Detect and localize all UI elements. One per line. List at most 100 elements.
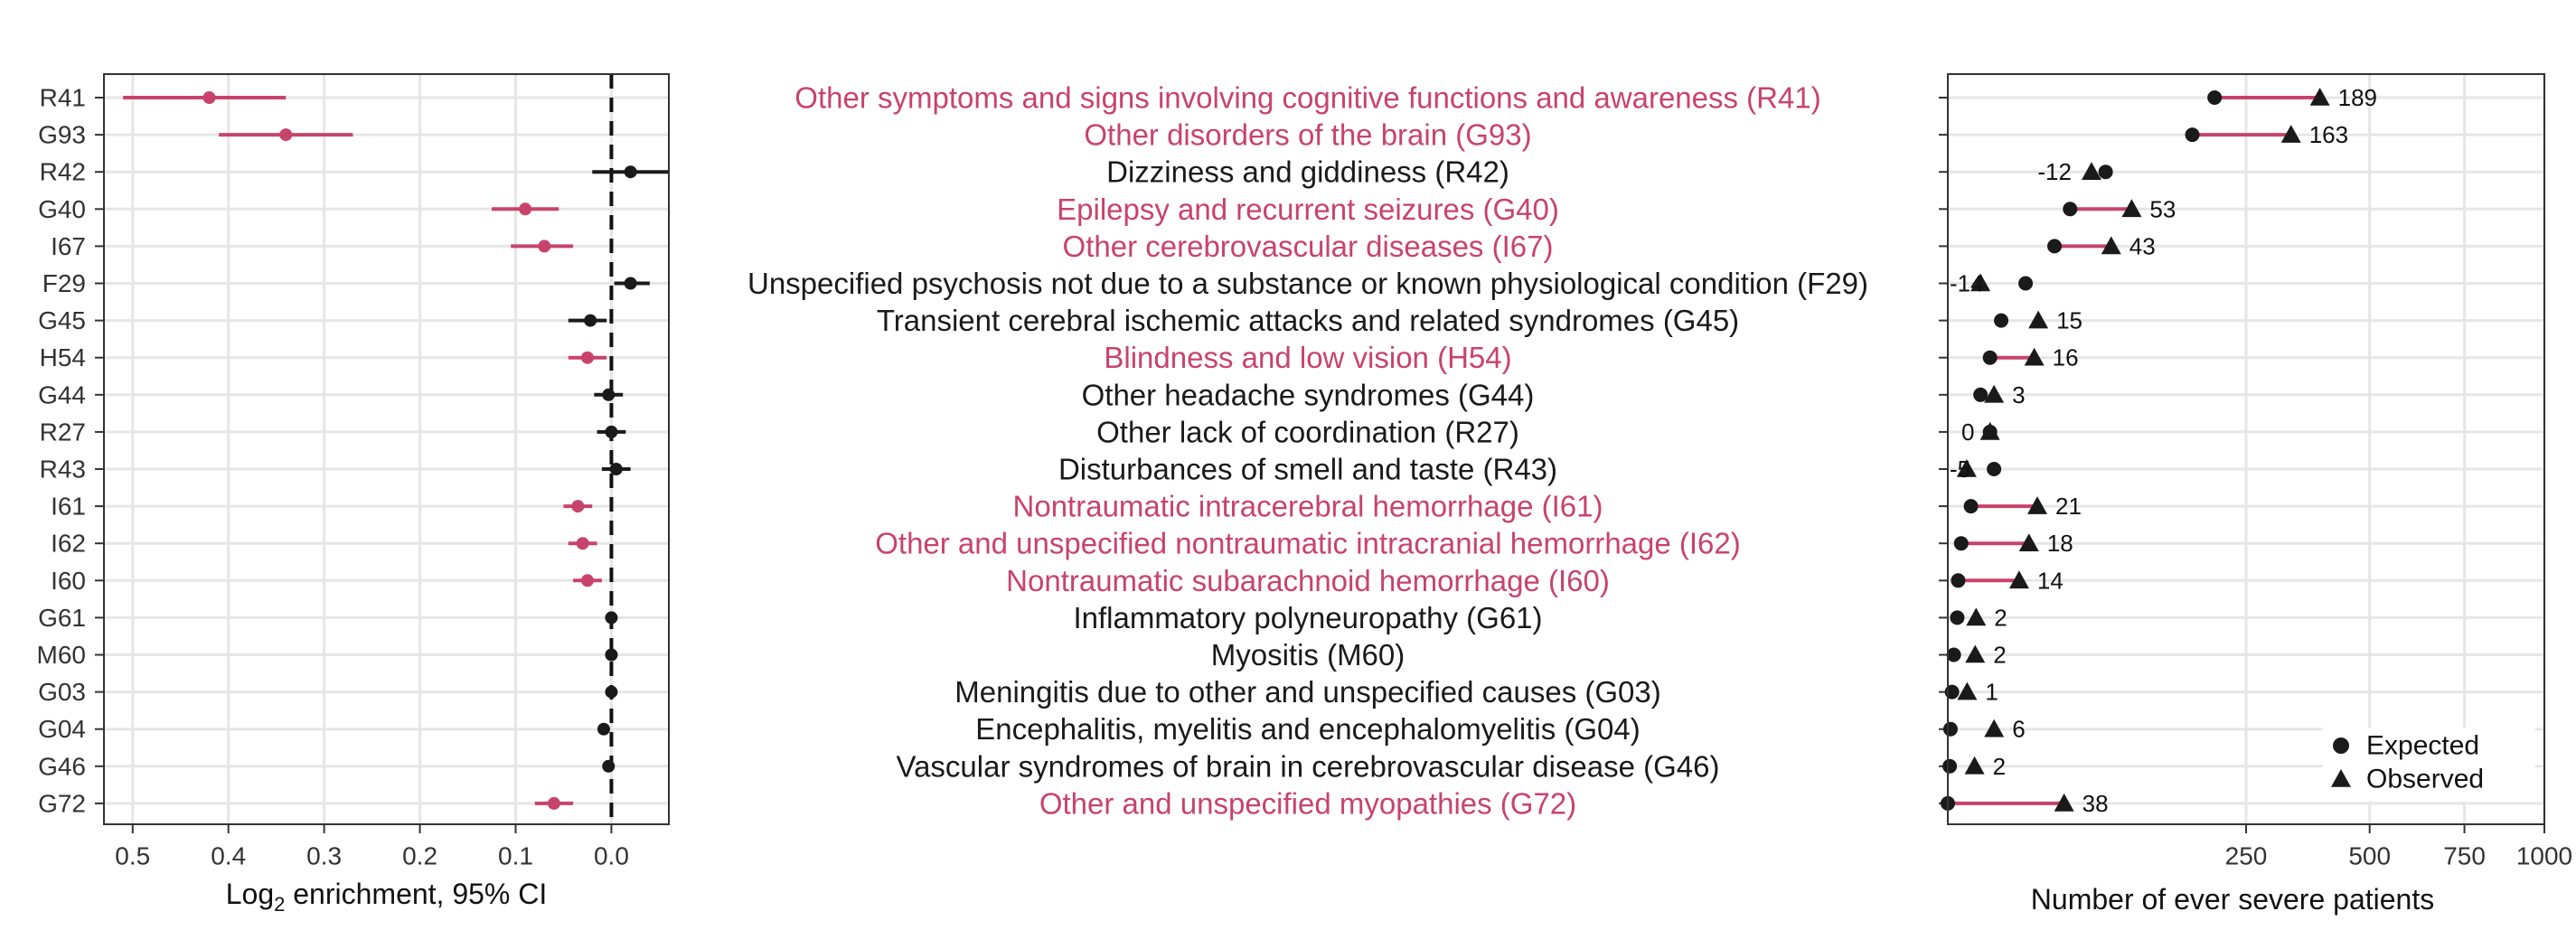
observed-point — [2280, 125, 2301, 143]
diagnosis-label: Encephalitis, myelitis and encephalomyel… — [975, 712, 1641, 746]
diagnosis-label: Transient cerebral ischemic attacks and … — [877, 304, 1739, 337]
expected-point — [1951, 573, 1966, 588]
estimate-point-i60 — [580, 574, 594, 587]
difference-label: 38 — [2082, 790, 2109, 817]
legend-expected-symbol — [2333, 738, 2349, 754]
estimate-point-g45 — [584, 314, 597, 327]
dumbbell-plot-panel: 189163-125343-14151630-52118142216238250… — [1939, 73, 2572, 916]
expected-point — [2063, 202, 2078, 217]
expected-point — [1994, 313, 2009, 328]
observed-point — [2309, 88, 2330, 106]
estimate-point-i61 — [571, 500, 585, 513]
observed-point — [1966, 607, 1987, 626]
expected-point — [1987, 462, 2002, 476]
legend: Expected Observed — [2323, 728, 2535, 802]
estimate-point-i62 — [576, 537, 589, 550]
observed-point — [1984, 384, 2005, 403]
row-code-r43: R43 — [40, 456, 86, 484]
legend-expected-label: Expected — [2366, 731, 2479, 761]
observed-point — [1956, 459, 1977, 477]
expected-point — [2018, 276, 2034, 291]
difference-label: 6 — [2012, 716, 2025, 743]
diagnosis-label: Nontraumatic intracerebral hemorrhage (I… — [1013, 490, 1603, 523]
row-code-g04: G04 — [38, 715, 86, 743]
diagnosis-label: Other lack of coordination (R27) — [1096, 415, 1519, 448]
observed-point — [1965, 644, 1986, 663]
estimate-point-g93 — [279, 128, 293, 142]
difference-label: 43 — [2129, 232, 2156, 259]
diagnosis-label: Dizziness and giddiness (R42) — [1106, 155, 1509, 189]
expected-point — [2185, 127, 2200, 143]
observed-point — [2054, 793, 2074, 812]
expected-point — [1942, 721, 1958, 737]
forest-x-tick-label: 0.1 — [498, 842, 533, 870]
expected-point — [1946, 647, 1961, 662]
x-label-rest: enrichment, 95% CI — [285, 878, 547, 910]
observed-point — [2101, 236, 2121, 255]
diagnosis-label: Epilepsy and recurrent seizures (G40) — [1057, 193, 1559, 226]
diagnosis-label: Meningitis due to other and unspecified … — [954, 675, 1660, 709]
forest-x-tick-label: 0.0 — [594, 842, 629, 870]
diagnosis-label: Nontraumatic subarachnoid hemorrhage (I6… — [1006, 564, 1610, 597]
diagnosis-label: Other and unspecified nontraumatic intra… — [875, 527, 1741, 560]
expected-point — [2098, 164, 2113, 180]
observed-point — [2027, 496, 2047, 514]
row-code-i67: I67 — [51, 232, 86, 260]
estimate-point-r27 — [605, 425, 618, 438]
legend-background — [2323, 728, 2535, 802]
forest-x-tick-label: 0.3 — [306, 842, 342, 870]
observed-point — [2121, 199, 2142, 218]
difference-label: 14 — [2037, 567, 2064, 594]
difference-label: -5 — [1950, 456, 1970, 483]
row-code-m60: M60 — [37, 641, 86, 669]
observed-point — [2081, 162, 2101, 180]
diagnosis-label: Other cerebrovascular diseases (I67) — [1063, 230, 1554, 263]
expected-point — [2207, 90, 2223, 105]
diagnosis-label: Myositis (M60) — [1211, 638, 1406, 672]
diagnosis-label: Unspecified psychosis not due to a subst… — [747, 267, 1868, 300]
forest-plot-panel: R41 G93 R42 G40 I67 F29 G45 H54 G44 R27 R43 I61 I62 I… — [37, 73, 670, 916]
row-code-g40: G40 — [38, 195, 86, 223]
estimate-point-g40 — [519, 202, 532, 216]
difference-label: 53 — [2149, 195, 2176, 222]
row-code-r27: R27 — [40, 418, 86, 446]
dumbbell-x-axis-label: Number of ever severe patients — [2031, 883, 2434, 916]
observed-point — [1984, 719, 2005, 738]
row-code-g93: G93 — [38, 121, 86, 149]
expected-point — [1942, 758, 1958, 774]
difference-label: 163 — [2309, 121, 2348, 148]
diagnosis-label: Disturbances of smell and taste (R43) — [1058, 453, 1557, 486]
x-label-subscript: 2 — [274, 893, 285, 916]
row-code-r42: R42 — [40, 158, 86, 186]
estimate-point-g61 — [605, 611, 618, 625]
observed-point — [1970, 273, 1991, 292]
estimate-point-g72 — [547, 796, 560, 810]
diagnosis-labels-panel: Other symptoms and signs involving cogni… — [747, 81, 1868, 821]
expected-point — [1982, 350, 1998, 365]
diagnosis-label: Blindness and low vision (H54) — [1104, 341, 1511, 374]
row-code-g03: G03 — [38, 678, 86, 706]
expected-point — [1950, 610, 1965, 625]
legend-observed-label: Observed — [2366, 765, 2484, 794]
difference-label: 189 — [2338, 84, 2377, 111]
row-code-g72: G72 — [38, 789, 86, 817]
difference-label: 2 — [1993, 642, 2006, 669]
row-code-i61: I61 — [51, 493, 86, 521]
difference-label: 16 — [2053, 344, 2079, 371]
estimate-point-r43 — [609, 463, 623, 475]
estimate-point-g04 — [597, 722, 610, 736]
estimate-point-h54 — [580, 351, 594, 364]
diagnosis-label: Other headache syndromes (G44) — [1082, 378, 1535, 411]
row-code-f29: F29 — [42, 269, 86, 297]
legend-observed-symbol — [2331, 769, 2351, 787]
forest-x-tick-label: 0.2 — [402, 842, 437, 870]
difference-label: -12 — [2037, 158, 2072, 185]
forest-frame — [103, 73, 670, 825]
difference-label: 18 — [2047, 530, 2073, 557]
row-code-g46: G46 — [38, 752, 86, 780]
diagnosis-label: Other disorders of the brain (G93) — [1084, 118, 1531, 152]
difference-label: 15 — [2056, 307, 2082, 334]
observed-point — [1957, 681, 1978, 700]
estimate-point-g44 — [602, 388, 616, 401]
estimate-point-r42 — [624, 165, 637, 179]
